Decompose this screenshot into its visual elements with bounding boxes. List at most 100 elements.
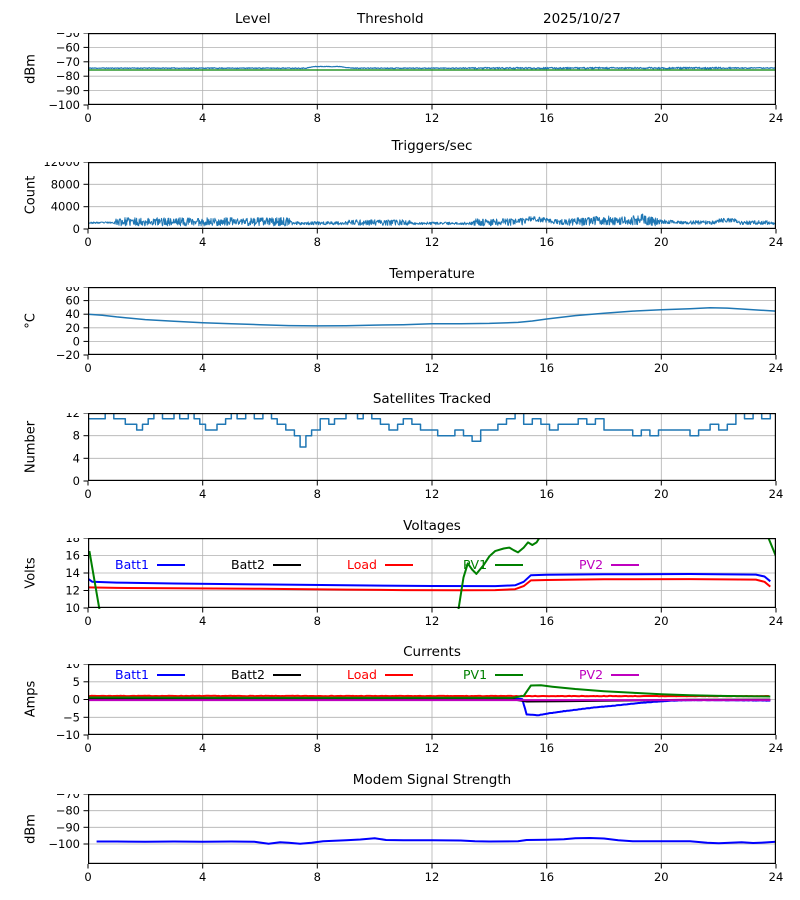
svg-text:20: 20 xyxy=(654,614,669,628)
svg-text:−70: −70 xyxy=(56,55,80,69)
svg-text:8: 8 xyxy=(314,614,321,628)
svg-text:18: 18 xyxy=(65,538,80,545)
legend-line-swatch xyxy=(495,674,524,676)
svg-text:16: 16 xyxy=(539,614,554,628)
svg-text:16: 16 xyxy=(539,741,554,755)
svg-text:0: 0 xyxy=(73,222,80,236)
modem-plot: −100 −90 −80 −70 0 4 8 12 16 20 24 xyxy=(48,794,784,884)
svg-text:24: 24 xyxy=(769,487,784,501)
svg-text:4: 4 xyxy=(199,235,206,249)
satellites-plot: 0 4 8 12 0 4 8 12 16 20 24 xyxy=(65,413,784,501)
legend-label: PV2 xyxy=(579,667,604,682)
svg-text:8: 8 xyxy=(314,361,321,375)
svg-text:4: 4 xyxy=(199,614,206,628)
panel-voltages: Voltages Volts 10 12 14 16 18 0 4 8 12 16 20 24 Bat… xyxy=(0,510,800,636)
legend-entry-load: Load xyxy=(347,668,413,682)
series-temperature xyxy=(88,306,776,327)
legend-line-swatch xyxy=(157,564,185,566)
svg-text:8: 8 xyxy=(314,235,321,249)
panel-satellites: Satellites Tracked Number 0 4 8 12 0 4 8 12 16 20… xyxy=(0,383,800,510)
svg-text:8: 8 xyxy=(314,111,321,125)
svg-text:16: 16 xyxy=(539,361,554,375)
svg-text:0: 0 xyxy=(84,111,91,125)
svg-text:8: 8 xyxy=(314,870,321,884)
svg-text:24: 24 xyxy=(769,111,784,125)
svg-text:16: 16 xyxy=(539,111,554,125)
svg-text:20: 20 xyxy=(654,235,669,249)
svg-text:16: 16 xyxy=(539,870,554,884)
svg-text:10: 10 xyxy=(65,664,80,671)
svg-text:10: 10 xyxy=(65,601,80,615)
svg-text:−100: −100 xyxy=(48,837,80,851)
svg-text:0: 0 xyxy=(73,474,80,488)
svg-text:0: 0 xyxy=(84,361,91,375)
legend-label: Batt2 xyxy=(231,557,265,572)
svg-text:0: 0 xyxy=(73,693,80,707)
panel-title: Triggers/sec xyxy=(391,138,473,154)
svg-text:12000: 12000 xyxy=(43,162,80,169)
svg-text:20: 20 xyxy=(65,321,80,335)
svg-text:24: 24 xyxy=(769,741,784,755)
legend-entry-pv1: PV1 xyxy=(463,667,524,682)
legend-entry-batt1: Batt1 xyxy=(115,558,185,572)
svg-text:4: 4 xyxy=(199,870,206,884)
series-Load xyxy=(88,578,771,592)
svg-text:20: 20 xyxy=(654,870,669,884)
svg-text:4: 4 xyxy=(199,487,206,501)
series-triggers xyxy=(88,213,776,227)
series-Load xyxy=(88,694,770,698)
legend-line-swatch xyxy=(157,674,185,676)
svg-text:−60: −60 xyxy=(56,40,80,54)
series-Batt1 xyxy=(88,573,771,588)
legend-label: PV1 xyxy=(463,667,488,682)
svg-text:16: 16 xyxy=(539,235,554,249)
legend-line-swatch xyxy=(273,564,301,566)
svg-text:14: 14 xyxy=(65,566,80,580)
svg-text:24: 24 xyxy=(769,870,784,884)
svg-text:0: 0 xyxy=(84,487,91,501)
svg-text:12: 12 xyxy=(65,413,80,420)
svg-text:12: 12 xyxy=(425,741,440,755)
series-level xyxy=(88,65,776,70)
svg-text:0: 0 xyxy=(84,614,91,628)
legend-line-swatch xyxy=(385,564,413,566)
legend-label: Load xyxy=(347,557,377,572)
legend-entry-batt1: Batt1 xyxy=(115,668,185,682)
svg-text:24: 24 xyxy=(769,614,784,628)
legend-line-swatch xyxy=(385,674,413,676)
svg-text:20: 20 xyxy=(654,487,669,501)
legend-entry-pv1: PV1 xyxy=(463,558,524,572)
svg-text:12: 12 xyxy=(425,111,440,125)
legend-line-swatch xyxy=(611,564,640,566)
legend-label: Batt1 xyxy=(115,667,149,682)
svg-text:24: 24 xyxy=(769,361,784,375)
panel-title: Modem Signal Strength xyxy=(352,772,512,788)
legend-entry-pv2: PV2 xyxy=(579,557,640,572)
triggers-plot: 0 4000 8000 12000 0 4 8 12 16 20 24 xyxy=(43,162,783,249)
svg-text:12: 12 xyxy=(425,487,440,501)
panel-level: Level Threshold 2025/10/27 dBm −100 −90 −8… xyxy=(0,0,800,130)
svg-text:4: 4 xyxy=(73,451,80,465)
legend-label: PV2 xyxy=(579,557,604,572)
svg-text:−80: −80 xyxy=(56,69,80,83)
legend-line-swatch xyxy=(273,674,301,676)
legend-label: Batt2 xyxy=(231,667,265,682)
legend-entry-pv2: PV2 xyxy=(579,667,640,682)
svg-text:−50: −50 xyxy=(56,33,80,40)
legend-line-swatch xyxy=(495,564,524,566)
svg-text:−70: −70 xyxy=(56,794,80,801)
level-plot: −100−90−80−70−60−50 0 4 8 12 16 20 24 xyxy=(48,33,784,125)
header-level-label: Level xyxy=(235,11,271,27)
svg-text:12: 12 xyxy=(425,235,440,249)
svg-text:12: 12 xyxy=(425,614,440,628)
svg-text:16: 16 xyxy=(65,549,80,563)
panel-currents: Currents Amps −10 −5 0 5 10 0 4 8 12 16 20 24 Batt1… xyxy=(0,636,800,763)
legend-entry-load: Load xyxy=(347,558,413,572)
panel-temperature: Temperature °C −20 0 20 40 60 80 0 4 8 12 16 20 24 xyxy=(0,258,800,383)
svg-text:−80: −80 xyxy=(56,804,80,818)
svg-text:8000: 8000 xyxy=(51,177,80,191)
svg-text:4000: 4000 xyxy=(51,200,80,214)
svg-text:12: 12 xyxy=(425,870,440,884)
svg-text:8: 8 xyxy=(314,487,321,501)
